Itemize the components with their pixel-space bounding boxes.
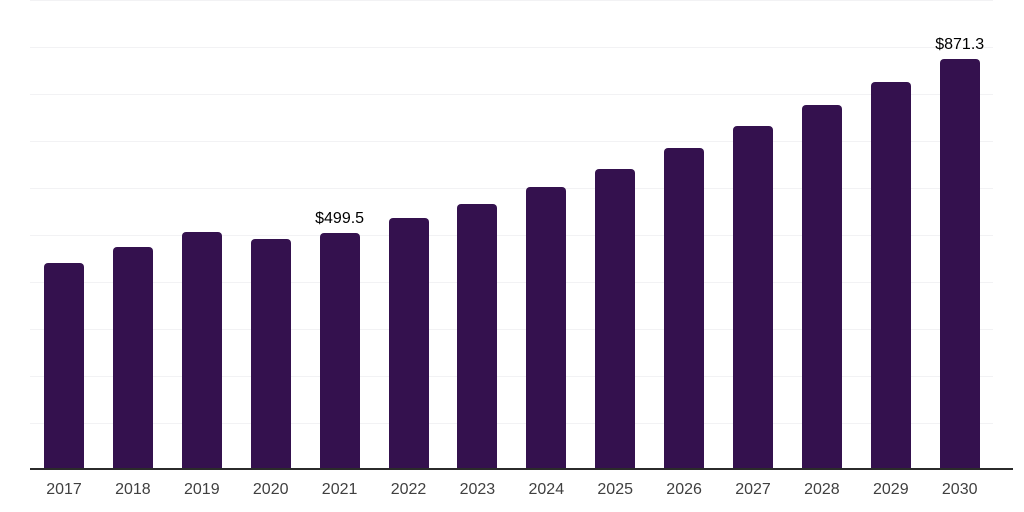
value-label-2021: $499.5 xyxy=(315,210,365,228)
x-tick-2022: 2022 xyxy=(390,481,427,498)
bar-2026 xyxy=(664,147,705,468)
gridline xyxy=(30,141,993,142)
bar-2030 xyxy=(939,58,980,468)
bar-2023 xyxy=(457,203,498,468)
gridline xyxy=(30,282,993,283)
x-tick-2025: 2025 xyxy=(597,481,633,498)
bar-2025 xyxy=(595,169,636,468)
x-tick-2019: 2019 xyxy=(184,481,220,498)
gridline xyxy=(30,376,993,377)
gridline xyxy=(30,423,993,424)
bar-2021 xyxy=(319,233,360,468)
x-tick-2020: 2020 xyxy=(252,481,289,498)
x-tick-2023: 2023 xyxy=(459,481,496,498)
x-tick-2030: 2030 xyxy=(941,481,978,498)
plot-area: $499.5 $871.3 xyxy=(30,0,1013,470)
x-axis-labels: 2017 2018 2019 2020 2021 2022 2023 2024 2025 2026… xyxy=(30,479,1013,503)
value-label-2030: $871.3 xyxy=(935,35,985,53)
bar-2019 xyxy=(181,231,222,468)
x-tick-2024: 2024 xyxy=(528,481,565,498)
x-tick-2029: 2029 xyxy=(873,481,909,498)
x-tick-2018: 2018 xyxy=(115,481,151,498)
bar-2017 xyxy=(44,262,84,468)
x-axis-line xyxy=(30,468,1013,470)
x-tick-2017: 2017 xyxy=(46,481,82,498)
gridline xyxy=(30,329,993,330)
gridline xyxy=(30,235,993,236)
bar-2029 xyxy=(870,81,911,468)
bar-2024 xyxy=(526,187,567,468)
x-tick-2021: 2021 xyxy=(321,481,358,498)
bar-2028 xyxy=(801,104,842,468)
bar-2022 xyxy=(388,218,429,468)
x-tick-2026: 2026 xyxy=(666,481,702,498)
gridline xyxy=(30,47,993,48)
x-tick-2028: 2028 xyxy=(804,481,840,498)
gridline xyxy=(30,0,993,1)
bar-2018 xyxy=(112,247,153,468)
gridline xyxy=(30,94,993,95)
gridline xyxy=(30,188,993,189)
bar-2027 xyxy=(733,126,773,468)
bar-2020 xyxy=(250,239,291,468)
x-tick-2027: 2027 xyxy=(735,481,771,498)
